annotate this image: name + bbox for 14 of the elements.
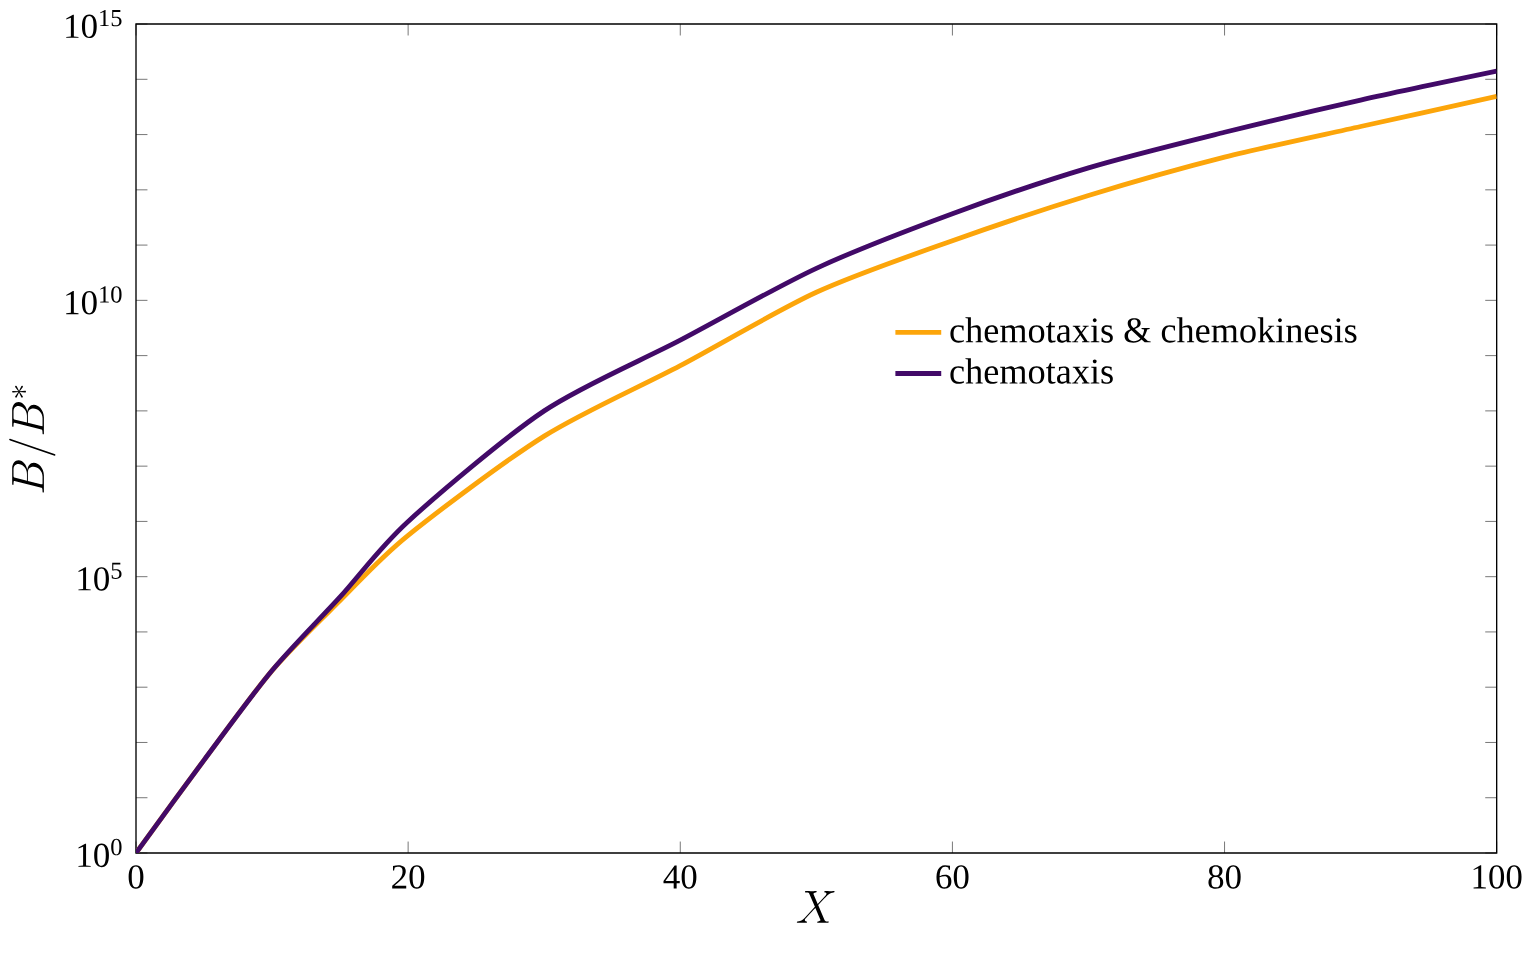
y-axis-title: $B/B^*$ xyxy=(9,385,56,493)
legend-label: chemotaxis xyxy=(950,358,1113,384)
y-tick-label: 10$^{0}$ xyxy=(78,838,122,868)
x-tick-label: 60 xyxy=(936,865,969,889)
x-tick-label: 80 xyxy=(1208,865,1241,889)
x-tick-label: 100 xyxy=(1473,865,1522,889)
x-tick-label: 40 xyxy=(663,865,697,889)
x-tick-label: 0 xyxy=(128,865,144,889)
x-tick-label: 20 xyxy=(392,865,425,889)
y-tick-label: 10$^{15}$ xyxy=(66,9,122,39)
legend-label: chemotaxis & chemokinesis xyxy=(950,317,1357,343)
y-tick-label: 10$^{10}$ xyxy=(66,286,122,315)
x-axis-title: $X$ xyxy=(796,891,835,923)
y-tick-label: 10$^{5}$ xyxy=(78,562,122,591)
